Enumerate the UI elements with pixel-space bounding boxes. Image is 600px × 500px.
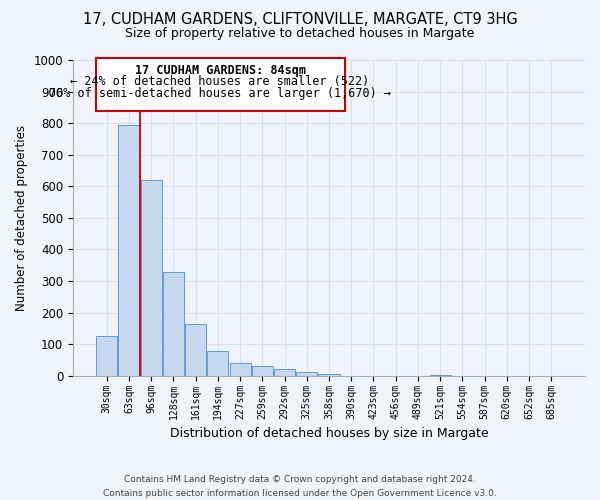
Text: ← 24% of detached houses are smaller (522): ← 24% of detached houses are smaller (52… (70, 74, 370, 88)
Bar (319, 374, 340, 376)
Text: Contains HM Land Registry data © Crown copyright and database right 2024.
Contai: Contains HM Land Registry data © Crown c… (103, 476, 497, 498)
Bar (296, 372, 317, 376)
Bar (207, 350, 229, 376)
X-axis label: Distribution of detached houses by size in Margate: Distribution of detached houses by size … (170, 427, 488, 440)
Bar (252, 366, 273, 376)
Bar (96, 336, 117, 376)
Text: Size of property relative to detached houses in Margate: Size of property relative to detached ho… (125, 28, 475, 40)
Bar (118, 124, 140, 376)
Bar (430, 374, 451, 376)
Text: 17, CUDHAM GARDENS, CLIFTONVILLE, MARGATE, CT9 3HG: 17, CUDHAM GARDENS, CLIFTONVILLE, MARGAT… (83, 12, 517, 28)
Text: 76% of semi-detached houses are larger (1,670) →: 76% of semi-detached houses are larger (… (49, 86, 391, 100)
Y-axis label: Number of detached properties: Number of detached properties (15, 125, 28, 311)
Bar (185, 324, 206, 376)
Bar (95, 58, 344, 110)
Bar (163, 272, 184, 376)
Bar (140, 180, 162, 376)
Text: 17 CUDHAM GARDENS: 84sqm: 17 CUDHAM GARDENS: 84sqm (134, 64, 305, 76)
Bar (274, 370, 295, 376)
Bar (230, 362, 251, 376)
